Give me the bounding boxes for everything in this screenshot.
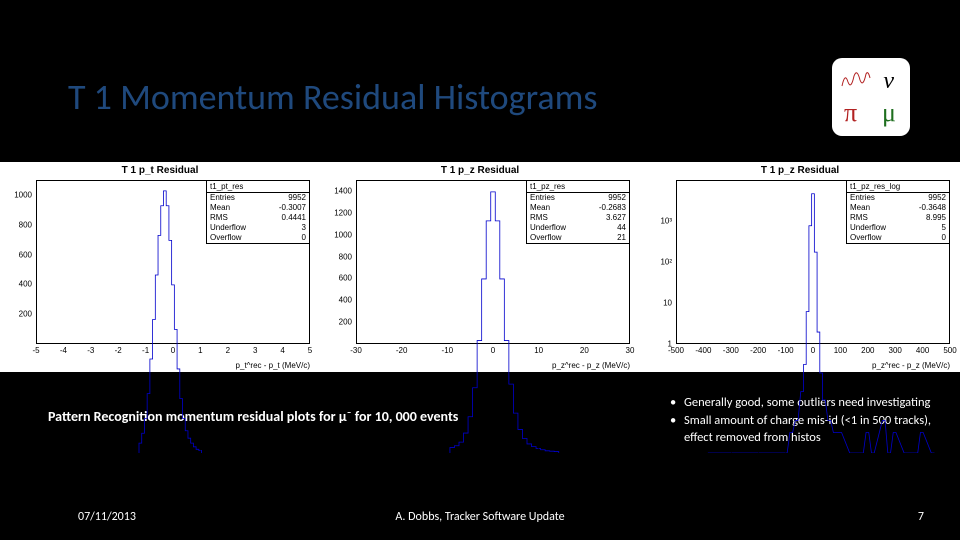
stats-box: t1_pz_res_log Entries9952 Mean-0.3648 RM…	[846, 180, 950, 244]
logo-squiggle-icon	[840, 68, 872, 90]
y-axis-ticks: 200400600800100012001400	[320, 180, 354, 344]
stats-box: t1_pz_res Entries9952 Mean-0.2683 RMS3.6…	[526, 180, 630, 244]
chart-title: T 1 p_t Residual	[122, 165, 199, 176]
logo-nu: ν	[883, 68, 894, 95]
chart-pz-residual: T 1 p_z Residual 20040060080010001200140…	[320, 162, 640, 372]
y-axis-ticks: 11010²10³	[640, 180, 674, 344]
stats-name: t1_pt_res	[207, 181, 309, 193]
logo-mu: μ	[882, 98, 896, 128]
stats-box: t1_pt_res Entries9952 Mean-0.3007 RMS0.4…	[206, 180, 310, 244]
footer-page: 7	[918, 510, 924, 524]
slide-title: T 1 Momentum Residual Histograms	[68, 75, 598, 119]
footer-center: A. Dobbs, Tracker Software Update	[395, 510, 564, 524]
mice-logo: ν π μ	[832, 58, 910, 136]
logo-pi: π	[844, 98, 857, 128]
footer-date: 07/11/2013	[78, 510, 136, 524]
stats-name: t1_pz_res	[527, 181, 629, 193]
stats-name: t1_pz_res_log	[847, 181, 949, 193]
charts-row: T 1 p_t Residual 2004006008001000 -5-4-3…	[0, 162, 960, 372]
chart-title: T 1 p_z Residual	[761, 165, 839, 176]
chart-title: T 1 p_z Residual	[441, 165, 519, 176]
chart-pt-residual: T 1 p_t Residual 2004006008001000 -5-4-3…	[0, 162, 320, 372]
y-axis-ticks: 2004006008001000	[0, 180, 34, 344]
chart-pz-residual-log: T 1 p_z Residual 11010²10³ -500-400-300-…	[640, 162, 960, 372]
